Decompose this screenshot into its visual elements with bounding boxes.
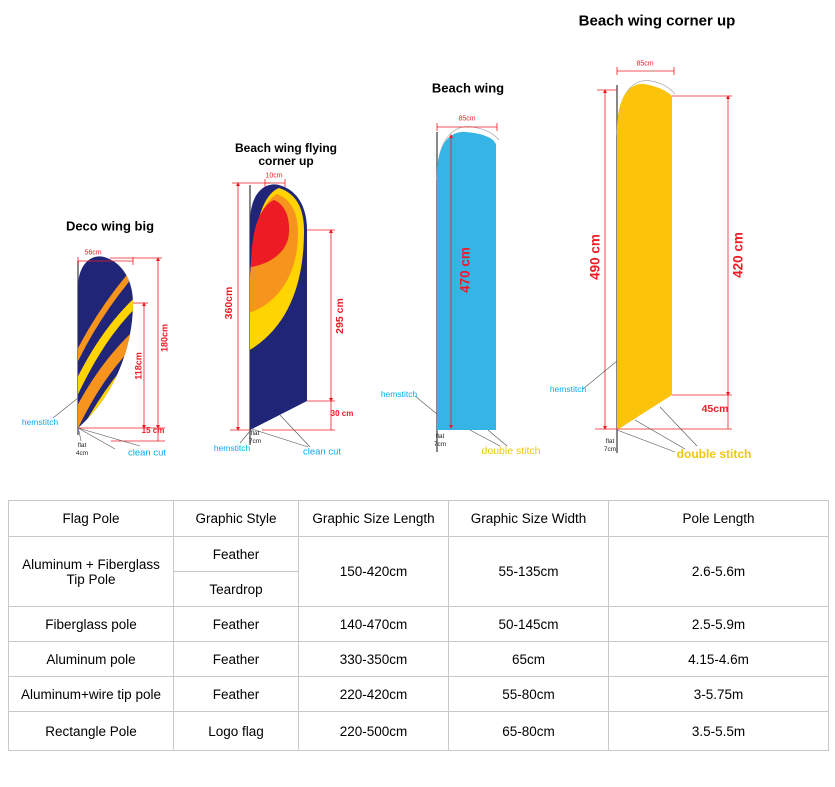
- table-row: Fiberglass pole Feather 140-470cm 50-145…: [8, 606, 829, 642]
- cell-flag-pole: Fiberglass pole: [8, 606, 174, 642]
- dimension-lines: [595, 67, 732, 430]
- flag-title: Beach wing: [431, 80, 505, 96]
- pointer-lines: [52, 397, 141, 450]
- pointer-lines: [582, 360, 698, 453]
- col-header-flag-pole: Flag Pole: [8, 500, 174, 537]
- flat-label-line1: flat: [250, 429, 260, 437]
- pointer-lines: [239, 414, 311, 448]
- beach-wing-drawing: [414, 123, 508, 452]
- flag-title-line1: Beach wing flying: [234, 141, 338, 155]
- deco-wing-big-diagram: Deco wing big 56cm 180cm 118cm 15 cm hem…: [15, 213, 195, 473]
- flat-label-line2: 7cm: [603, 445, 617, 453]
- flat-label-line1: flat: [605, 437, 615, 445]
- double-stitch-label: double stitch: [481, 444, 541, 457]
- flat-label-line1: flat: [435, 432, 445, 440]
- flat-label-line2: 7cm: [248, 437, 262, 445]
- cell-graphic-size-width: 50-145cm: [448, 606, 609, 642]
- cell-graphic-size-width: 65cm: [448, 641, 609, 677]
- beach-wing-diagram: Beach wing 85cm 470 cm hemstitch flat 7c…: [375, 72, 541, 467]
- cell-graphic-style: Teardrop: [173, 571, 299, 607]
- table-header-row: Flag Pole Graphic Style Graphic Size Len…: [8, 500, 829, 537]
- outer-height-label: 180cm: [159, 323, 170, 353]
- cell-flag-pole: Rectangle Pole: [8, 711, 174, 751]
- cell-pole-length: 4.15-4.6m: [608, 641, 829, 677]
- flat-label-line2: 4cm: [75, 449, 89, 457]
- col-header-graphic-size-width: Graphic Size Width: [448, 500, 609, 537]
- spec-table-container: Flag Pole Graphic Style Graphic Size Len…: [8, 500, 829, 751]
- cell-graphic-style: Feather: [173, 536, 299, 572]
- cell-graphic-style: Feather: [173, 606, 299, 642]
- flag-title: Deco wing big: [65, 218, 155, 234]
- cell-pole-length: 3.5-5.5m: [608, 711, 829, 751]
- cell-pole-length: 2.5-5.9m: [608, 606, 829, 642]
- inner-height-label: 118cm: [133, 352, 144, 380]
- cell-pole-length: 3-5.75m: [608, 676, 829, 712]
- double-stitch-label: double stitch: [676, 447, 752, 461]
- top-width-label: 85cm: [458, 115, 476, 123]
- dimension-lines: [436, 123, 498, 429]
- bottom-gap-label: 45cm: [701, 402, 729, 415]
- dimension-lines: [230, 179, 335, 431]
- hemstitch-label: hemstitch: [213, 442, 251, 453]
- cell-graphic-size-width: 65-80cm: [448, 711, 609, 751]
- table-subrow: Teardrop: [9, 571, 829, 607]
- cell-graphic-style: Feather: [173, 676, 299, 712]
- flag-graphic-teardrops: [250, 188, 304, 351]
- inner-height-label: 420 cm: [730, 232, 746, 278]
- cell-graphic-size-width: 55-80cm: [448, 676, 609, 712]
- flag-title: Beach wing corner up: [578, 12, 736, 30]
- col-header-graphic-style: Graphic Style: [173, 500, 299, 537]
- deco-wing-big-drawing: [52, 256, 165, 450]
- height-label: 470 cm: [457, 247, 473, 293]
- beach-wing-corner-up-drawing: [582, 67, 732, 453]
- top-width-label: 10cm: [265, 172, 283, 180]
- beach-wing-corner-up-diagram: Beach wing corner up 85cm 490 cm 420 cm …: [535, 5, 790, 470]
- clean-cut-label: clean cut: [302, 446, 342, 458]
- cell-graphic-style: Logo flag: [173, 711, 299, 751]
- dimension-lines: [77, 257, 165, 442]
- cell-graphic-size-length: 220-420cm: [298, 676, 449, 712]
- cell-flag-pole: Aluminum pole: [8, 641, 174, 677]
- beach-wing-flying-drawing: [230, 179, 335, 448]
- table-row: Rectangle Pole Logo flag 220-500cm 65-80…: [8, 711, 829, 751]
- table-row: Aluminum pole Feather 330-350cm 65cm 4.1…: [8, 641, 829, 677]
- cell-pole-length: 2.6-5.6m: [608, 536, 829, 607]
- flat-label-line1: flat: [77, 441, 87, 449]
- pointer-lines: [414, 395, 508, 447]
- col-header-graphic-size-length: Graphic Size Length: [298, 500, 449, 537]
- cell-graphic-size-length: 140-470cm: [298, 606, 449, 642]
- cell-graphic-size-length: 150-420cm: [298, 536, 449, 607]
- flag-spec-table: Flag Pole Graphic Style Graphic Size Len…: [8, 500, 829, 751]
- cell-graphic-style: Feather: [173, 641, 299, 677]
- top-width-label: 56cm: [84, 249, 102, 257]
- table-row: Aluminum+wire tip pole Feather 220-420cm…: [8, 676, 829, 712]
- flat-label-line2: 7cm: [433, 440, 447, 448]
- flag-body: [617, 83, 672, 430]
- hemstitch-label: hemstitch: [380, 388, 418, 399]
- cell-flag-pole: Aluminum + Fiberglass Tip Pole: [8, 536, 174, 607]
- cell-flag-pole: Aluminum+wire tip pole: [8, 676, 174, 712]
- table-row: Aluminum + Fiberglass Tip Pole Feather 1…: [8, 536, 829, 607]
- cell-graphic-size-width: 55-135cm: [448, 536, 609, 607]
- col-header-pole-length: Pole Length: [608, 500, 829, 537]
- beach-wing-flying-diagram: Beach wing flying corner up 10cm 360cm 2…: [210, 133, 365, 468]
- hemstitch-label: hemstitch: [21, 416, 59, 427]
- clean-cut-label: clean cut: [127, 447, 167, 459]
- cell-graphic-size-length: 220-500cm: [298, 711, 449, 751]
- hemstitch-label: hemstitch: [549, 383, 587, 394]
- outer-height-label: 360cm: [222, 286, 235, 320]
- bottom-gap-label: 30 cm: [330, 409, 354, 418]
- bottom-gap-label: 15 cm: [141, 426, 165, 435]
- outer-height-label: 490 cm: [587, 234, 603, 280]
- flag-title-line2: corner up: [258, 154, 314, 168]
- top-width-label: 85cm: [636, 60, 654, 68]
- inner-height-label: 295 cm: [333, 298, 346, 334]
- cell-graphic-size-length: 330-350cm: [298, 641, 449, 677]
